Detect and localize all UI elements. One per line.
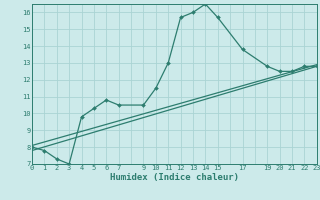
X-axis label: Humidex (Indice chaleur): Humidex (Indice chaleur): [110, 173, 239, 182]
